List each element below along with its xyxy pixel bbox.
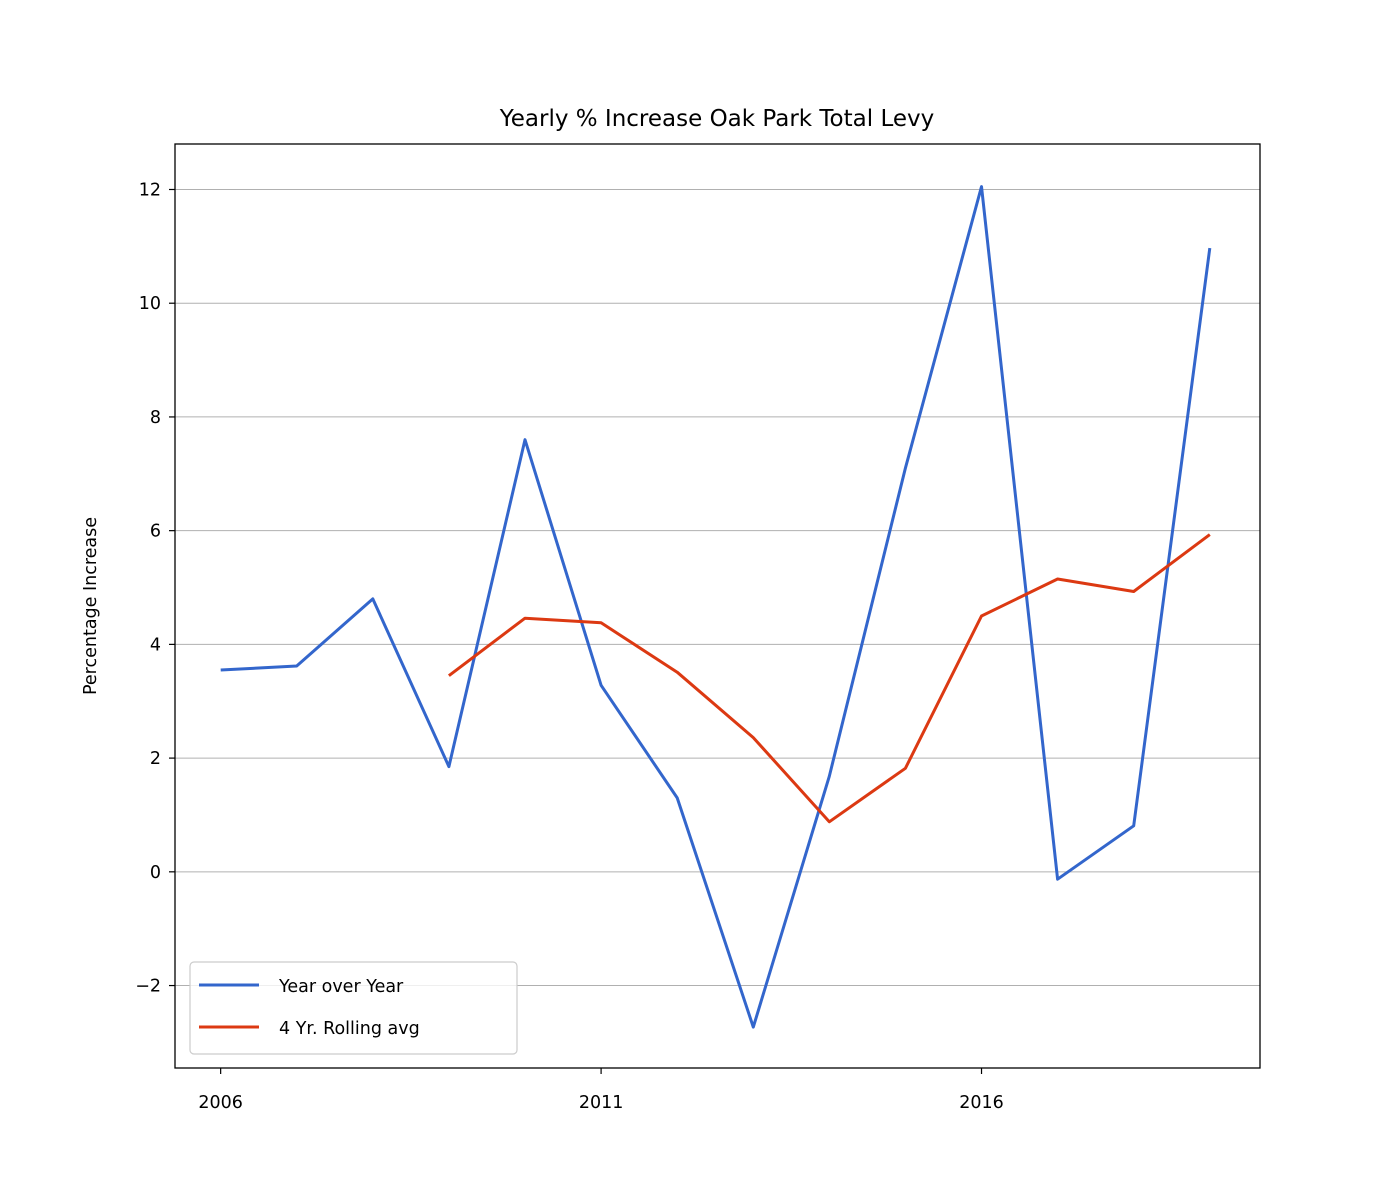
- y-tick-label: 10: [139, 294, 161, 314]
- plot-frame: [174, 143, 1261, 1069]
- y-tick-label: −2: [135, 977, 161, 997]
- series-lines: [220, 185, 1212, 1029]
- y-tick-label: 4: [150, 635, 161, 655]
- x-tick-label: 2016: [959, 1093, 1004, 1113]
- gridlines: [175, 188, 1260, 987]
- legend-label-year-over-year: Year over Year: [278, 977, 404, 997]
- legend: Year over Year 4 Yr. Rolling avg: [189, 961, 518, 1055]
- series-line-rolling-avg: [447, 533, 1211, 824]
- series-line-year-over-year: [220, 185, 1212, 1029]
- chart-title: Yearly % Increase Oak Park Total Levy: [499, 106, 934, 132]
- axis-ticks: −2 0 2 4 6 8 10 12 2006 2011 2016: [135, 180, 1004, 1113]
- x-tick-label: 2006: [198, 1093, 243, 1113]
- legend-box: [189, 961, 518, 1055]
- legend-label-rolling-avg: 4 Yr. Rolling avg: [279, 1019, 420, 1039]
- y-tick-label: 6: [150, 522, 161, 542]
- y-tick-label: 8: [150, 408, 161, 428]
- x-tick-label: 2011: [579, 1093, 624, 1113]
- y-axis-label: Percentage Increase: [81, 517, 101, 695]
- y-tick-label: 12: [139, 180, 161, 200]
- y-tick-label: 2: [150, 749, 161, 769]
- y-tick-label: 0: [150, 863, 161, 883]
